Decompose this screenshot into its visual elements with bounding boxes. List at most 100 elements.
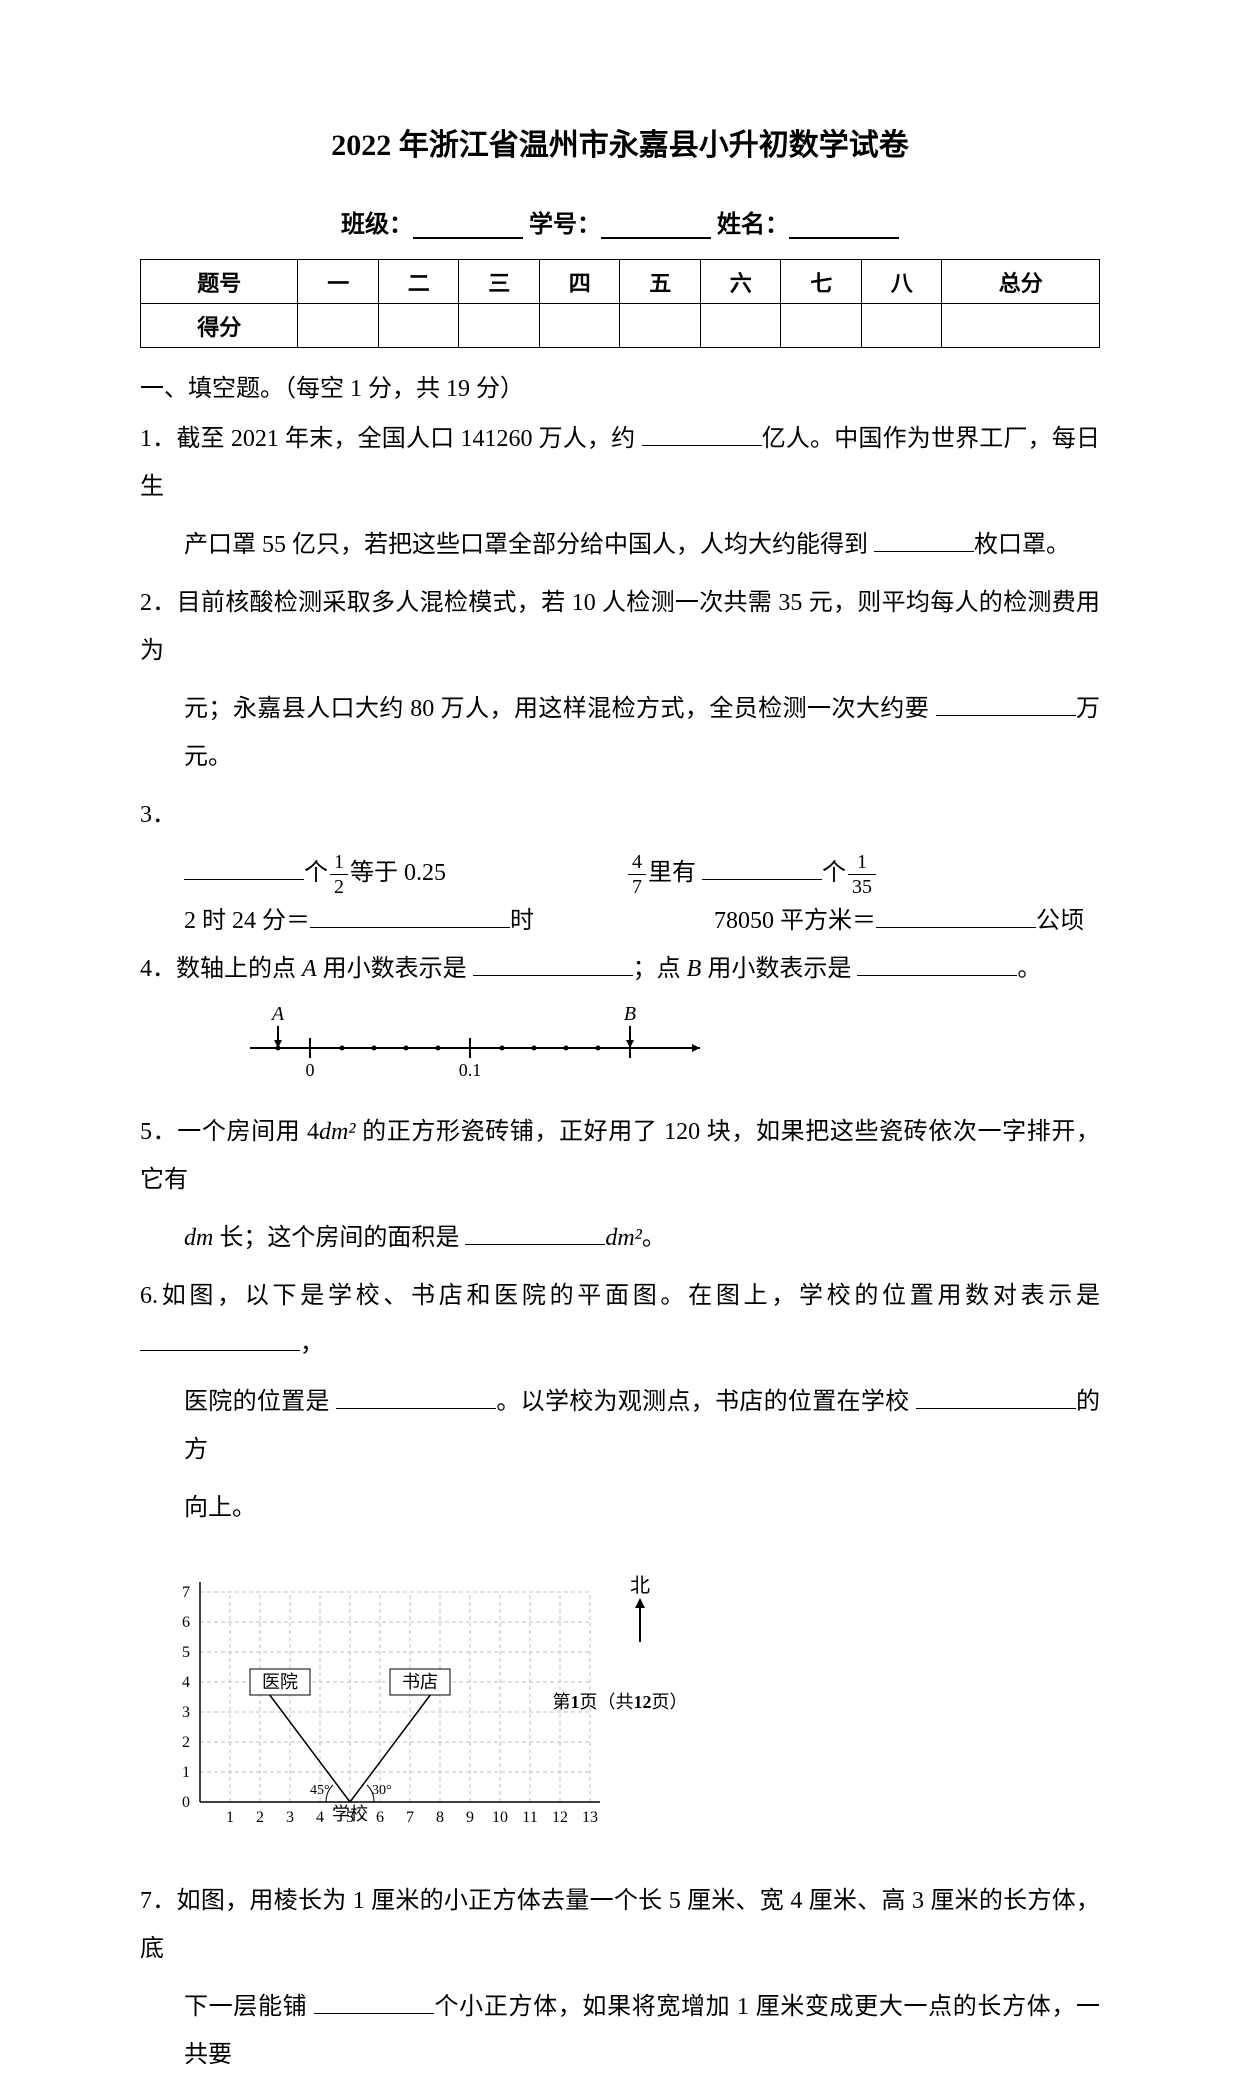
cell xyxy=(861,304,942,348)
svg-text:0.1: 0.1 xyxy=(459,1060,482,1080)
svg-text:10: 10 xyxy=(492,1809,508,1826)
student-info-row: 班级： 学号： 姓名： xyxy=(140,204,1100,239)
var-a: A xyxy=(302,956,317,982)
number-line-svg: 0 0.1 A B xyxy=(230,1003,730,1083)
q5-a: 5．一个房间用 4 xyxy=(140,1119,319,1145)
blank xyxy=(314,1994,434,2014)
svg-text:13: 13 xyxy=(582,1809,598,1826)
cell: 一 xyxy=(298,260,379,304)
cell xyxy=(539,304,620,348)
q3-r2a-unit: 时 xyxy=(510,908,534,934)
cell xyxy=(620,304,701,348)
q6-d: 。以学校为观测点，书店的位置在学校 xyxy=(496,1389,916,1415)
svg-text:B: B xyxy=(624,1003,636,1025)
svg-text:12: 12 xyxy=(552,1809,568,1826)
q2-text-a: 2．目前核酸检测采取多人混检模式，若 10 人检测一次共需 35 元，则平均每人… xyxy=(140,590,1100,664)
svg-text:9: 9 xyxy=(466,1809,474,1826)
cell: 六 xyxy=(700,260,781,304)
cell: 得分 xyxy=(141,304,298,348)
question-6-cont2: 向上。 xyxy=(140,1484,1100,1532)
unit-dm2: dm² xyxy=(319,1119,356,1145)
blank xyxy=(874,532,974,552)
number-line-diagram: 0 0.1 A B xyxy=(140,1003,1100,1088)
svg-text:A: A xyxy=(270,1003,285,1025)
section-1-header: 一、填空题。（每空 1 分，共 19 分） xyxy=(140,368,1100,403)
denominator: 7 xyxy=(628,875,646,897)
question-6-cont: 医院的位置是 。以学校为观测点，书店的位置在学校 的方 xyxy=(140,1378,1100,1474)
q6-f: 向上。 xyxy=(184,1495,256,1521)
q3-mid: 里有 xyxy=(648,860,702,886)
blank xyxy=(184,860,304,880)
q7-b: 下一层能铺 xyxy=(184,1994,314,2020)
cell: 三 xyxy=(459,260,540,304)
q7-a: 7．如图，用棱长为 1 厘米的小正方体去量一个长 5 厘米、宽 4 厘米、高 3… xyxy=(140,1888,1100,1962)
blank xyxy=(702,860,822,880)
table-row: 得分 xyxy=(141,304,1100,348)
q3-suffix: 等于 0.25 xyxy=(350,860,446,886)
denominator: 2 xyxy=(330,875,348,897)
blank xyxy=(857,956,1017,976)
blank xyxy=(916,1389,1076,1409)
class-label: 班级： xyxy=(341,212,413,238)
svg-text:2: 2 xyxy=(256,1809,264,1826)
fraction-half: 12 xyxy=(330,852,348,897)
q5-d: 。 xyxy=(642,1225,666,1251)
cell: 题号 xyxy=(141,260,298,304)
fraction-1-35: 135 xyxy=(848,852,876,897)
blank xyxy=(473,956,633,976)
svg-text:5: 5 xyxy=(182,1644,190,1661)
q1-text-c: 产口罩 55 亿只，若把这些口罩全部分给中国人，人均大约能得到 xyxy=(184,532,874,558)
class-blank xyxy=(413,215,523,239)
svg-text:7: 7 xyxy=(182,1584,190,1601)
q1-text-a: 1．截至 2021 年末，全国人口 141260 万人，约 xyxy=(140,426,642,452)
cell xyxy=(378,304,459,348)
exam-title: 2022 年浙江省温州市永嘉县小升初数学试卷 xyxy=(140,120,1100,164)
footer-total: 12 xyxy=(634,1692,652,1712)
q4-c: ；点 xyxy=(633,956,687,982)
blank xyxy=(336,1389,496,1409)
q6-a: 6.如图，以下是学校、书店和医院的平面图。在图上，学校的位置用数对表示是 xyxy=(140,1283,1100,1309)
q4-d: 用小数表示是 xyxy=(701,956,857,982)
question-1: 1．截至 2021 年末，全国人口 141260 万人，约 亿人。中国作为世界工… xyxy=(140,415,1100,511)
question-5-cont: dm 长；这个房间的面积是 dm²。 xyxy=(140,1214,1100,1262)
question-6: 6.如图，以下是学校、书店和医院的平面图。在图上，学校的位置用数对表示是 ， xyxy=(140,1272,1100,1368)
cell xyxy=(700,304,781,348)
question-1-cont: 产口罩 55 亿只，若把这些口罩全部分给中国人，人均大约能得到 枚口罩。 xyxy=(140,521,1100,569)
id-label: 学号： xyxy=(529,212,601,238)
question-3-label: 3． xyxy=(140,791,1100,839)
question-7-cont: 下一层能铺 个小正方体，如果将宽增加 1 厘米变成更大一点的长方体，一共要 xyxy=(140,1983,1100,2079)
unit-dm2: dm² xyxy=(605,1225,642,1251)
blank xyxy=(936,696,1076,716)
q3-r2b-unit: 公顷 xyxy=(1036,908,1084,934)
q3-r2b: 78050 平方米＝ xyxy=(714,908,876,934)
q1-text-d: 枚口罩。 xyxy=(974,532,1070,558)
cell xyxy=(298,304,379,348)
footer-c: 页） xyxy=(652,1692,688,1712)
svg-text:7: 7 xyxy=(406,1809,414,1826)
name-blank xyxy=(789,215,899,239)
blank xyxy=(310,908,510,928)
cell xyxy=(942,304,1100,348)
svg-text:30°: 30° xyxy=(372,1783,392,1798)
svg-text:0: 0 xyxy=(306,1060,315,1080)
svg-text:4: 4 xyxy=(316,1809,324,1826)
svg-text:北: 北 xyxy=(630,1574,650,1597)
cell xyxy=(459,304,540,348)
svg-text:6: 6 xyxy=(376,1809,384,1826)
question-3-row2: 2 时 24 分＝ 时 78050 平方米＝ 公顷 xyxy=(140,897,1100,945)
question-4: 4．数轴上的点 A 用小数表示是 ；点 B 用小数表示是 。 xyxy=(140,945,1100,993)
q3-r2a: 2 时 24 分＝ xyxy=(184,908,310,934)
name-label: 姓名： xyxy=(717,212,789,238)
page-footer: 第1页（共12页） xyxy=(0,1688,1240,1714)
question-2: 2．目前核酸检测采取多人混检模式，若 10 人检测一次共需 35 元，则平均每人… xyxy=(140,579,1100,675)
numerator: 1 xyxy=(330,852,348,875)
cell: 八 xyxy=(861,260,942,304)
question-5: 5．一个房间用 4dm² 的正方形瓷砖铺，正好用了 120 块，如果把这些瓷砖依… xyxy=(140,1108,1100,1204)
cell: 二 xyxy=(378,260,459,304)
cell: 总分 xyxy=(942,260,1100,304)
svg-text:8: 8 xyxy=(436,1809,444,1826)
svg-text:11: 11 xyxy=(522,1809,537,1826)
table-row: 题号 一 二 三 四 五 六 七 八 总分 xyxy=(141,260,1100,304)
q4-e: 。 xyxy=(1017,956,1041,982)
blank xyxy=(140,1331,300,1351)
